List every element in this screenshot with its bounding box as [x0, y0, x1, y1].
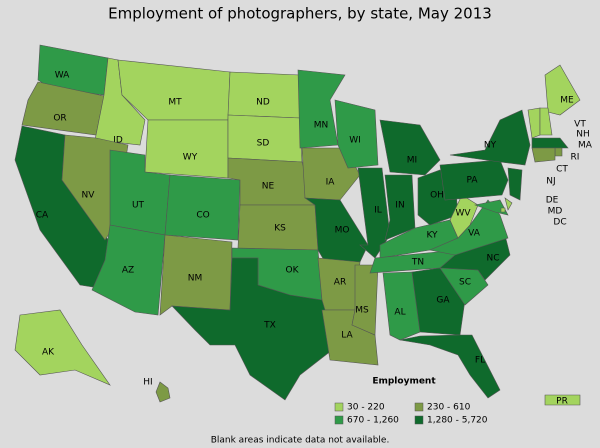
state-label: IL	[374, 206, 382, 216]
state-label: FL	[475, 356, 485, 366]
state-label: MT	[168, 98, 182, 108]
state-label: AR	[334, 278, 346, 288]
state-label: SC	[459, 278, 471, 288]
state-label: ME	[560, 96, 574, 106]
state	[531, 147, 556, 163]
state-label: NH	[576, 130, 590, 140]
state	[21, 81, 105, 136]
state-label: LA	[341, 331, 353, 341]
state-label: TX	[263, 321, 276, 331]
state-label: NV	[82, 191, 96, 201]
state-label: PA	[466, 176, 478, 186]
state	[449, 109, 531, 166]
state-label: OK	[286, 266, 300, 276]
state-label: WA	[55, 71, 70, 81]
state	[531, 137, 569, 149]
state-label: NY	[484, 141, 497, 151]
state-label: CT	[556, 165, 568, 175]
state	[507, 167, 523, 201]
state	[351, 264, 379, 336]
state-label: HI	[143, 378, 152, 388]
state-label: UT	[132, 201, 145, 211]
legend-label: 670 - 1,260	[347, 416, 399, 426]
state-label: IA	[326, 178, 336, 188]
state-label: CA	[36, 211, 49, 221]
title: Employment of photographers, by state, M…	[108, 5, 492, 23]
state	[155, 381, 171, 403]
state	[473, 199, 509, 216]
state	[144, 119, 229, 179]
legend-label: 30 - 220	[347, 403, 385, 413]
state-label: VT	[574, 120, 586, 130]
state-label: MO	[335, 226, 350, 236]
state-label: MS	[355, 306, 369, 316]
legend-title: Employment	[372, 377, 436, 387]
state-label: ID	[113, 136, 123, 146]
state	[384, 174, 416, 241]
state-label: DC	[553, 218, 566, 228]
state-label: OH	[430, 191, 444, 201]
state-label: DE	[546, 196, 559, 206]
state-label: WV	[455, 209, 471, 219]
legend-label: 230 - 610	[427, 403, 471, 413]
state-label: CO	[196, 211, 209, 221]
state-label: AZ	[122, 266, 134, 276]
state	[554, 147, 563, 157]
legend-swatch	[414, 415, 424, 425]
state-label: SD	[257, 139, 270, 149]
state	[334, 99, 379, 169]
state-label: ND	[256, 98, 270, 108]
state	[399, 334, 501, 399]
state	[544, 64, 581, 116]
state	[164, 174, 241, 241]
legend-label: 1,280 - 5,720	[427, 416, 488, 426]
state	[500, 207, 506, 213]
state-label: AK	[42, 348, 55, 358]
state	[539, 107, 553, 136]
state	[382, 271, 421, 341]
legend-swatch	[334, 415, 344, 425]
state-label: OR	[53, 114, 66, 124]
state-label: MI	[407, 156, 417, 166]
state	[227, 71, 301, 119]
state-label: IN	[395, 201, 404, 211]
state-label: MA	[578, 141, 593, 151]
state-label: KY	[426, 231, 438, 241]
footnote: Blank areas indicate data not available.	[211, 436, 390, 446]
state-label: KS	[274, 224, 286, 234]
state-label: VA	[468, 229, 481, 239]
state-label: NM	[188, 274, 203, 284]
state	[504, 197, 513, 211]
legend-swatch	[414, 402, 424, 412]
state-label: MD	[548, 207, 563, 217]
state	[14, 309, 111, 386]
state-label: GA	[436, 296, 450, 306]
state-label: WI	[349, 136, 361, 146]
state	[171, 257, 346, 401]
state	[449, 194, 479, 239]
state-label: TN	[411, 258, 424, 268]
state	[297, 69, 346, 149]
state-label: RI	[571, 153, 580, 163]
state-label: PR	[556, 397, 568, 407]
state-label: WY	[183, 153, 198, 163]
state	[544, 394, 581, 406]
state-label: MN	[314, 121, 329, 131]
state-label: NC	[486, 254, 499, 264]
state-label: NE	[262, 182, 275, 192]
legend-swatch	[334, 402, 344, 412]
state	[379, 119, 441, 176]
state-label: NJ	[546, 177, 555, 187]
state-label: AL	[394, 308, 405, 318]
